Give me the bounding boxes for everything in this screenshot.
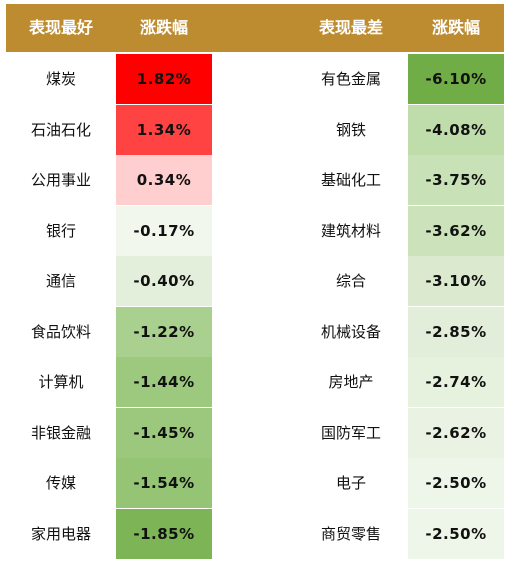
- worst-sector-change: -4.08%: [408, 105, 504, 155]
- worst-sector-name: 综合: [335, 272, 366, 290]
- table-row: 计算机 -1.44% 房地产 -2.74%: [0, 357, 510, 407]
- best-sector-change: -1.54%: [116, 458, 212, 508]
- worst-sector-change: -2.50%: [408, 458, 504, 508]
- table-row: 公用事业 0.34% 基础化工 -3.75%: [0, 155, 510, 205]
- worst-sector-name: 房地产: [328, 373, 374, 391]
- worst-sector-change: -2.50%: [408, 509, 504, 559]
- best-sector-name: 非银金融: [30, 424, 91, 442]
- best-sector-change: -1.45%: [116, 408, 212, 458]
- best-sector-name: 食品饮料: [30, 323, 91, 341]
- worst-sector-name: 国防军工: [320, 424, 381, 442]
- best-sector-name: 通信: [45, 272, 76, 290]
- worst-sector-name: 电子: [335, 474, 366, 492]
- worst-sector-name: 基础化工: [320, 171, 381, 189]
- worst-sector-name: 商贸零售: [320, 525, 381, 543]
- worst-sector-name: 有色金属: [320, 70, 381, 88]
- table-row: 食品饮料 -1.22% 机械设备 -2.85%: [0, 307, 510, 357]
- best-sector-name: 银行: [45, 222, 76, 240]
- table-header: 表现最好 涨跌幅 表现最差 涨跌幅: [6, 4, 504, 52]
- header-worst-label: 表现最差: [318, 18, 383, 37]
- header-best-label: 表现最好: [28, 18, 93, 37]
- table-row: 煤炭 1.82% 有色金属 -6.10%: [0, 54, 510, 104]
- worst-sector-change: -2.85%: [408, 307, 504, 357]
- worst-sector-name: 钢铁: [335, 121, 366, 139]
- worst-sector-change: -6.10%: [408, 54, 504, 104]
- best-sector-name: 煤炭: [45, 70, 76, 88]
- table-row: 家用电器 -1.85% 商贸零售 -2.50%: [0, 509, 510, 559]
- best-sector-change: -1.22%: [116, 307, 212, 357]
- best-sector-change: -1.44%: [116, 357, 212, 407]
- worst-sector-change: -3.75%: [408, 155, 504, 205]
- table-row: 通信 -0.40% 综合 -3.10%: [0, 256, 510, 306]
- best-sector-change: 0.34%: [116, 155, 212, 205]
- worst-sector-name: 建筑材料: [320, 222, 381, 240]
- best-sector-name: 计算机: [38, 373, 84, 391]
- best-sector-change: -0.40%: [116, 256, 212, 306]
- best-sector-change: 1.82%: [116, 54, 212, 104]
- table-row: 传媒 -1.54% 电子 -2.50%: [0, 458, 510, 508]
- worst-sector-change: -3.62%: [408, 206, 504, 256]
- worst-sector-name: 机械设备: [320, 323, 381, 341]
- table-row: 非银金融 -1.45% 国防军工 -2.62%: [0, 408, 510, 458]
- best-sector-change: -0.17%: [116, 206, 212, 256]
- best-sector-name: 传媒: [45, 474, 76, 492]
- header-best-change-label: 涨跌幅: [139, 18, 188, 37]
- best-sector-change: 1.34%: [116, 105, 212, 155]
- worst-sector-change: -3.10%: [408, 256, 504, 306]
- best-sector-change: -1.85%: [116, 509, 212, 559]
- best-sector-name: 公用事业: [30, 171, 91, 189]
- best-sector-name: 石油石化: [30, 121, 91, 139]
- best-sector-name: 家用电器: [30, 525, 91, 543]
- header-worst-change-label: 涨跌幅: [431, 18, 480, 37]
- worst-sector-change: -2.62%: [408, 408, 504, 458]
- worst-sector-change: -2.74%: [408, 357, 504, 407]
- table-row: 银行 -0.17% 建筑材料 -3.62%: [0, 206, 510, 256]
- table-row: 石油石化 1.34% 钢铁 -4.08%: [0, 105, 510, 155]
